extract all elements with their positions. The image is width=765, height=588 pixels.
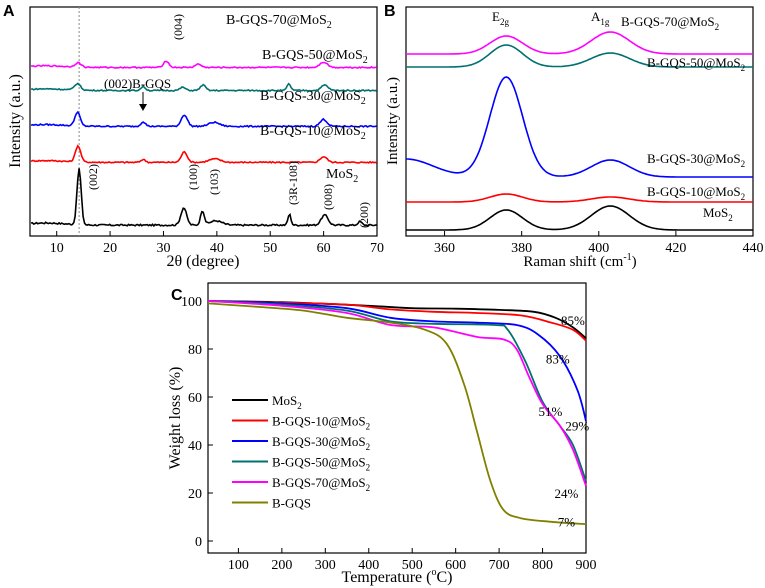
legend-label: B-GQS-30@MoS2 (272, 434, 370, 452)
panel-b-mode-labels: E2g A1g (492, 9, 610, 27)
tga-annotation: 85% (561, 313, 585, 328)
tga-x-tick-label: 400 (358, 558, 379, 573)
peak-label-008: (008) (321, 184, 335, 210)
label-a-b-gqs-50: B-GQS-50@MoS2 (262, 48, 368, 66)
label-b-b-gqs-10: B-GQS-10@MoS2 (647, 184, 745, 202)
tga-y-tick-label: 80 (188, 343, 202, 358)
tga-y-tick-label: 20 (188, 487, 202, 502)
legend-label: B-GQS-70@MoS2 (272, 475, 370, 493)
tga-x-tick-label: 700 (489, 558, 510, 573)
xrd-x-tick-label: 20 (103, 241, 117, 256)
label-b-b-gqs-50: B-GQS-50@MoS2 (647, 55, 745, 73)
xrd-x-tick-label: 50 (263, 241, 277, 256)
raman-curve-b-gqs-30-mos2 (406, 76, 753, 178)
tga-curve-b-gqs-10-mos2 (207, 300, 587, 342)
xrd-curve-b-gqs-70-mos2 (30, 60, 377, 69)
tga-x-tick-label: 200 (271, 558, 292, 573)
tga-y-tick-label: 60 (188, 391, 202, 406)
tga-y-tick-label: 0 (195, 535, 202, 550)
panel-c-percent-annotations: 85% 83% 51%29% 24% 7% (538, 313, 589, 530)
raman-x-tick-label: 360 (434, 241, 455, 256)
peak-label-002-bgqs: (002)B-GQS (104, 76, 171, 91)
panel-b-plot-area (405, 6, 754, 237)
legend-label: B-GQS-50@MoS2 (272, 455, 370, 473)
tga-annotation: 83% (546, 351, 570, 366)
tga-annotation: 7% (558, 515, 576, 530)
raman-x-tick-label: 440 (743, 241, 764, 256)
legend-label: B-GQS (272, 496, 311, 511)
tga-y-tick-label: 100 (181, 295, 202, 310)
xrd-x-tick-label: 40 (210, 241, 224, 256)
panel-a-peak-annotations: (002) (100) (103) (3R-108) (008) (200) (… (86, 14, 371, 228)
legend-label: MoS2 (272, 393, 302, 411)
tga-curve-b-gqs (207, 302, 587, 526)
panel-b-series-labels: B-GQS-70@MoS2 B-GQS-50@MoS2 B-GQS-30@MoS… (621, 14, 745, 223)
panel-label-b: B (384, 3, 396, 20)
panel-c-x-axis-label: Temperature (oC) (342, 567, 453, 586)
tga-curve-b-gqs-50-mos2 (207, 300, 587, 482)
label-a-b-gqs-70: B-GQS-70@MoS2 (226, 13, 332, 31)
raman-curve-mos2 (406, 205, 753, 231)
tga-curve-b-gqs-70-mos2 (207, 300, 587, 487)
tga-x-tick-label: 600 (445, 558, 466, 573)
panel-a-curves (30, 60, 378, 228)
bgqs-arrow-head (139, 104, 147, 111)
label-a-b-gqs-10: B-GQS-10@MoS2 (260, 124, 366, 142)
peak-label-200: (200) (357, 202, 371, 228)
xrd-curve-b-gqs-10-mos2 (30, 144, 378, 164)
legend-label: B-GQS-10@MoS2 (272, 414, 370, 432)
panel-a-series-labels: B-GQS-70@MoS2 B-GQS-50@MoS2 B-GQS-30@MoS… (226, 13, 368, 185)
panel-b-curves (406, 31, 753, 231)
peak-label-100: (100) (186, 164, 200, 190)
xrd-curve-b-gqs-50-mos2 (30, 82, 377, 93)
tga-annotation: 51% (538, 404, 562, 419)
tga-x-tick-label: 900 (576, 558, 597, 573)
panel-c-axes-ticks: 100 200 300 400 500 600 700 800 900 0 20 40 60 80 100 (181, 295, 597, 573)
tga-annotation: 24% (555, 486, 579, 501)
label-a-mos2: MoS2 (326, 167, 358, 185)
panel-b-x-axis-label: Raman shift (cm-1) (523, 252, 636, 270)
xrd-x-tick-label: 60 (317, 241, 331, 256)
label-b-b-gqs-70: B-GQS-70@MoS2 (621, 14, 719, 32)
panel-c-curves (207, 300, 587, 526)
tga-x-tick-label: 100 (228, 558, 249, 573)
label-b-b-gqs-30: B-GQS-30@MoS2 (647, 151, 745, 169)
tga-annotation: 29% (565, 419, 589, 434)
panel-b-x-ticks: 360 380 400 420 440 (434, 231, 764, 256)
raman-x-tick-label: 400 (588, 241, 609, 256)
raman-curve-b-gqs-10-mos2 (406, 193, 753, 203)
raman-curve-b-gqs-70-mos2 (406, 31, 753, 55)
panel-a-plot-area (29, 6, 378, 237)
peak-label-004: (004) (171, 14, 185, 40)
xrd-x-tick-label: 10 (50, 241, 64, 256)
xrd-curve-mos2 (31, 168, 377, 228)
tga-x-tick-label: 800 (532, 558, 553, 573)
tga-x-tick-label: 500 (402, 558, 423, 573)
raman-x-tick-label: 380 (511, 241, 532, 256)
panel-b-y-axis-label: Intensity (a.u.) (385, 77, 401, 165)
tga-y-tick-label: 40 (188, 439, 202, 454)
label-b-mos2: MoS2 (703, 205, 733, 223)
panel-a-x-ticks: 10 20 30 40 50 60 70 (50, 231, 384, 256)
mode-label-a1g: A1g (591, 9, 610, 27)
raman-curve-b-gqs-50-mos2 (406, 44, 753, 68)
xrd-x-tick-label: 30 (156, 241, 170, 256)
raman-x-tick-label: 420 (665, 241, 686, 256)
xrd-x-tick-label: 70 (370, 241, 384, 256)
panel-label-a: A (3, 3, 15, 20)
label-a-b-gqs-30: B-GQS-30@MoS2 (260, 89, 366, 107)
xrd-curve-b-gqs-30-mos2 (30, 110, 377, 128)
panel-a-x-axis-label: 2θ (degree) (167, 253, 240, 270)
peak-label-002: (002) (86, 164, 100, 190)
tga-curve-b-gqs-30-mos2 (207, 300, 587, 422)
panel-label-c: C (171, 287, 183, 304)
panel-c-legend: MoS2 B-GQS-10@MoS2 B-GQS-30@MoS2 B-GQS-50@M… (232, 393, 370, 511)
peak-label-3r-108: (3R-108) (286, 161, 300, 205)
panel-a-y-axis-label: Intensity (a.u.) (7, 74, 24, 168)
mode-label-e2g: E2g (492, 9, 509, 27)
panel-c-y-axis-label: Weight loss (%) (167, 367, 184, 470)
peak-label-103: (103) (207, 169, 221, 195)
tga-x-tick-label: 300 (315, 558, 336, 573)
